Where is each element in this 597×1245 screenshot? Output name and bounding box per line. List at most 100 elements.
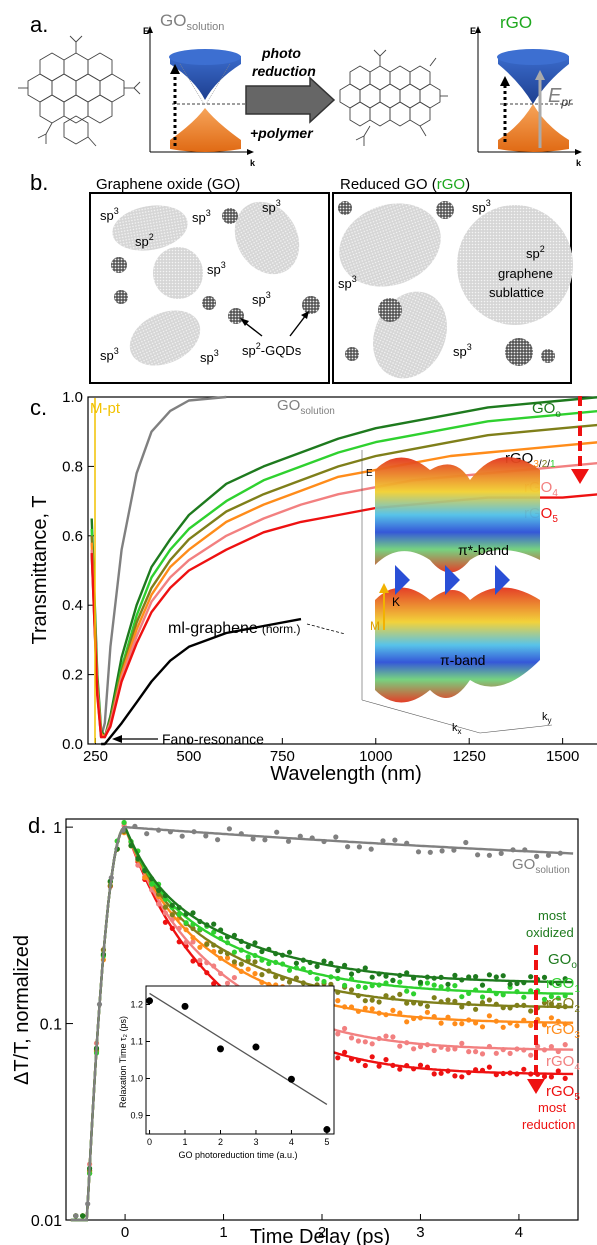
d-point-rgo1 xyxy=(404,988,410,994)
most-oxidized-1: most xyxy=(538,908,567,923)
d-point-go_solution xyxy=(250,836,256,842)
rgo5-d-label: rGO5 xyxy=(546,1083,580,1103)
d-point-go0 xyxy=(362,965,368,971)
fano-arrow xyxy=(112,735,122,743)
d-point-rgo2 xyxy=(459,1004,465,1010)
inset-point xyxy=(287,1075,295,1083)
c-xtick-label: 750 xyxy=(270,748,295,765)
inset-xtick-label: 4 xyxy=(289,1137,294,1147)
arrow-text-polymer: +polymer xyxy=(250,125,314,141)
d-point-rgo5 xyxy=(383,1057,389,1063)
panel-b-label: b. xyxy=(30,170,48,195)
go-sp3-3: sp3 xyxy=(262,198,281,215)
d-ytick-label: 1 xyxy=(53,820,62,837)
rgo-sp2: sp2 xyxy=(526,244,545,261)
inset-point xyxy=(323,1126,331,1134)
d-point-rgo1 xyxy=(397,979,403,985)
d-point-go0 xyxy=(259,948,265,955)
d-point-rgo2 xyxy=(169,912,175,918)
inset-xlabel: GO photoreduction time (a.u.) xyxy=(178,1150,297,1160)
d-point-go0 xyxy=(80,1213,86,1219)
gqd-pointer-arrow-2 xyxy=(301,311,309,319)
d-point-rgo5 xyxy=(459,1074,465,1080)
d-point-rgo2 xyxy=(424,1003,430,1009)
d-point-rgo3 xyxy=(548,1015,555,1021)
rgo-sublattice: sublattice xyxy=(489,285,544,300)
d-point-go0 xyxy=(473,974,479,980)
d-point-rgo3 xyxy=(479,1024,486,1030)
panel-a-label: a. xyxy=(30,12,48,37)
d-point-go_solution xyxy=(545,852,552,858)
chart-c-xlabel: Wavelength (nm) xyxy=(270,763,422,785)
d-point-go_solution xyxy=(345,844,351,850)
inset-pi-star: π*-band xyxy=(458,542,509,558)
inset-point xyxy=(252,1043,260,1051)
fano-label: Fano-resonance xyxy=(162,731,264,747)
d-point-rgo3 xyxy=(245,966,251,972)
d-point-go0 xyxy=(252,940,258,946)
d-point-rgo4 xyxy=(459,1040,465,1046)
c-xtick-label: 1500 xyxy=(546,748,579,765)
d-point-rgo4 xyxy=(466,1049,472,1055)
panel-d-label: d. xyxy=(28,813,46,838)
rgo2-d-label: rGO2 xyxy=(546,995,580,1015)
d-point-rgo2 xyxy=(286,979,293,985)
inset-xtick-label: 5 xyxy=(324,1137,329,1147)
d-point-rgo3 xyxy=(362,1005,368,1011)
inset-m-label: M xyxy=(370,619,380,633)
d-point-rgo3 xyxy=(224,955,231,961)
d-point-rgo2 xyxy=(259,972,265,978)
d-point-go_solution xyxy=(368,846,374,852)
band-structure-inset: E M K π*-band π-band kx ky xyxy=(361,450,553,736)
c-ytick-label: 0.4 xyxy=(62,597,83,614)
d-point-go0 xyxy=(169,902,175,908)
chart-c-axes: 250 500 750 1000 1250 1500 0.0 0.2 0.4 0.6 0.8 1.0 xyxy=(62,389,579,765)
inset-xtick-label: 0 xyxy=(147,1137,152,1147)
go-box-labels: sp3 sp3 sp3 sp2 sp3 sp3 sp3 sp3 sp2-GQDs xyxy=(100,198,302,365)
rgo3-d-label: rGO3 xyxy=(546,1021,580,1041)
inset-ytick-label: 1.0 xyxy=(130,1074,143,1084)
go-axis-k: k xyxy=(250,158,256,168)
d-point-rgo3 xyxy=(486,1013,492,1019)
chart-d-axes: 0 1 2 3 4 0.01 0.1 1 xyxy=(31,820,523,1241)
d-point-go_solution xyxy=(475,852,481,858)
go-sp3-7: sp3 xyxy=(200,348,219,365)
d-point-go_solution xyxy=(179,833,185,839)
d-point-rgo4 xyxy=(390,1034,396,1040)
d-point-rgo1 xyxy=(548,993,555,1000)
d-point-go_solution xyxy=(463,839,469,846)
d-point-go0 xyxy=(500,973,506,979)
d-point-go_solution xyxy=(392,837,398,843)
gqd-pointer-arrow-1 xyxy=(240,318,249,326)
d-point-rgo5 xyxy=(376,1063,382,1069)
d-point-rgo1 xyxy=(452,983,458,989)
inset-e-label: E xyxy=(366,468,373,479)
d-point-rgo5 xyxy=(369,1054,375,1060)
d-point-rgo2 xyxy=(445,997,451,1003)
most-reduction-1: most xyxy=(538,1100,567,1115)
d-point-go0 xyxy=(321,958,327,964)
d-point-rgo1 xyxy=(266,960,272,967)
d-point-go_solution xyxy=(144,831,150,837)
d-point-rgo1 xyxy=(431,982,437,988)
arrow-text-photo: photo xyxy=(261,45,301,61)
rgo-box-labels: sp3 sp3 sp3 sp2 graphene sublattice xyxy=(338,198,553,359)
d-point-go0 xyxy=(507,981,513,987)
d-point-go0 xyxy=(404,970,410,976)
c-ytick-label: 0.8 xyxy=(62,458,83,475)
inset-point xyxy=(146,997,154,1005)
go-box-title: Graphene oxide (GO) xyxy=(96,176,240,193)
inset-ky: ky xyxy=(542,711,552,725)
d-point-go_solution xyxy=(73,1213,79,1219)
d-point-rgo1 xyxy=(555,995,561,1001)
d-point-rgo2 xyxy=(369,997,375,1003)
d-point-go0 xyxy=(348,971,355,977)
go-sp3-6: sp3 xyxy=(100,346,119,363)
arrow-text-reduction: reduction xyxy=(252,63,316,79)
rgo-molecule-structure xyxy=(339,49,448,146)
d-point-rgo3 xyxy=(459,1021,465,1027)
go-sp3-2: sp3 xyxy=(192,208,211,225)
rgo-valence-cone xyxy=(498,104,569,152)
d-point-rgo1 xyxy=(424,980,430,986)
d-point-go0 xyxy=(486,972,492,978)
